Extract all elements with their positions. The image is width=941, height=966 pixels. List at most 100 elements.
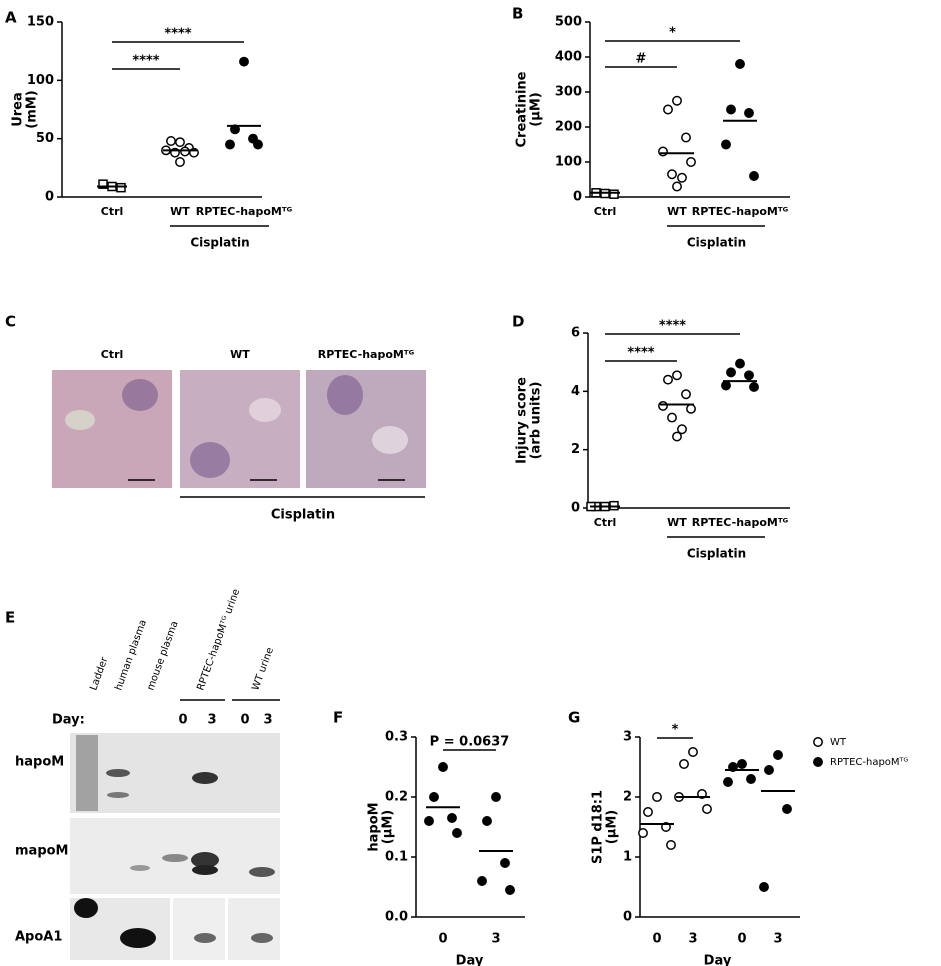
significance-label: P = 0.0637 (430, 735, 510, 750)
group-label: Cisplatin (687, 547, 746, 561)
band (249, 867, 275, 877)
band (107, 792, 129, 798)
y-axis-label: Urea (11, 92, 26, 127)
point (677, 424, 687, 435)
cast (249, 398, 281, 422)
histology-images (52, 370, 426, 498)
y-tick-label: 100 (27, 73, 54, 88)
point (764, 765, 774, 775)
y-axis-label: (µM) (605, 810, 620, 844)
x-tick-label: WT (667, 516, 687, 529)
point (672, 181, 682, 192)
x-tick-label: 3 (773, 932, 782, 947)
significance-label: **** (627, 346, 654, 361)
y-tick-label: 4 (571, 384, 580, 399)
band (251, 933, 273, 943)
panel-label: C (5, 313, 16, 331)
day: 0 (178, 713, 187, 728)
point (759, 882, 769, 892)
y-axis-label: (mM) (25, 90, 40, 128)
y-tick-label: 0.0 (385, 910, 408, 925)
y-tick-label: 0.1 (385, 850, 408, 865)
point (672, 370, 682, 381)
point (737, 759, 747, 769)
point (735, 358, 745, 369)
point (452, 828, 462, 838)
x-tick-label: 3 (688, 932, 697, 947)
point (744, 108, 754, 118)
x-tick-label: 0 (652, 932, 661, 947)
point (744, 370, 754, 381)
point (166, 136, 176, 146)
lane-label: mouse plasma (145, 620, 180, 692)
point (638, 828, 648, 838)
point (180, 146, 190, 157)
x-tick-label: Ctrl (594, 516, 617, 529)
point (723, 777, 733, 787)
point (773, 750, 783, 760)
image-tg (306, 370, 426, 488)
y-tick-label: 3 (623, 730, 632, 745)
significance-label: * (669, 26, 676, 41)
tubule (65, 410, 95, 430)
x-tick-label: 0 (737, 932, 746, 947)
y-tick-label: 300 (555, 85, 582, 100)
band (74, 898, 98, 918)
x-tick-label: Ctrl (101, 205, 124, 218)
group-label: Cisplatin (271, 508, 335, 523)
y-axis-label: Injury score (515, 377, 530, 464)
x-tick-label: 0 (438, 932, 447, 947)
y-tick-label: 0 (623, 910, 632, 925)
blot-apoa1 (173, 898, 225, 960)
y-tick-label: 2 (571, 442, 580, 457)
y-axis-label: (µM) (529, 92, 544, 126)
panel-label: E (5, 609, 15, 627)
significance-label: * (672, 723, 679, 738)
band (162, 854, 188, 862)
point (726, 104, 736, 115)
point (98, 179, 108, 189)
y-tick-label: 150 (27, 15, 54, 30)
cast (372, 426, 408, 454)
y-tick-label: 2 (623, 790, 632, 805)
ladder (76, 735, 98, 811)
point (813, 757, 823, 767)
glomerulus (190, 442, 230, 478)
point (175, 137, 185, 148)
point (667, 169, 677, 180)
point (726, 367, 736, 378)
lane-label: Ladder (88, 655, 110, 692)
point (681, 132, 691, 143)
point (749, 382, 759, 392)
point (225, 139, 235, 150)
significance-label: **** (132, 54, 159, 69)
panel-label: A (5, 9, 17, 27)
legend-label: WT (830, 737, 847, 748)
point (643, 807, 653, 817)
x-tick-label: RPTEC-hapoMᵀᴳ (196, 205, 293, 218)
panel-label: F (333, 709, 343, 727)
point (672, 431, 682, 442)
point (658, 400, 668, 411)
glomerulus (327, 375, 363, 415)
significance-label: # (636, 52, 647, 67)
y-tick-label: 0.3 (385, 730, 408, 745)
legend-label: RPTEC-hapoMᵀᴳ (830, 757, 908, 768)
y-tick-label: 1 (623, 850, 632, 865)
point (239, 56, 249, 67)
point (482, 816, 492, 826)
day: 0 (240, 713, 249, 728)
band (106, 769, 130, 777)
point (677, 172, 687, 183)
y-axis-label: hapoM (367, 802, 382, 851)
band (192, 772, 218, 784)
group-label: Cisplatin (190, 236, 249, 250)
glomerulus (122, 379, 158, 411)
day: 3 (263, 713, 272, 728)
group-label: Cisplatin (687, 236, 746, 250)
point (721, 380, 731, 391)
x-tick-label: WT (667, 205, 687, 218)
point (749, 171, 759, 181)
y-tick-label: 0.2 (385, 790, 408, 805)
